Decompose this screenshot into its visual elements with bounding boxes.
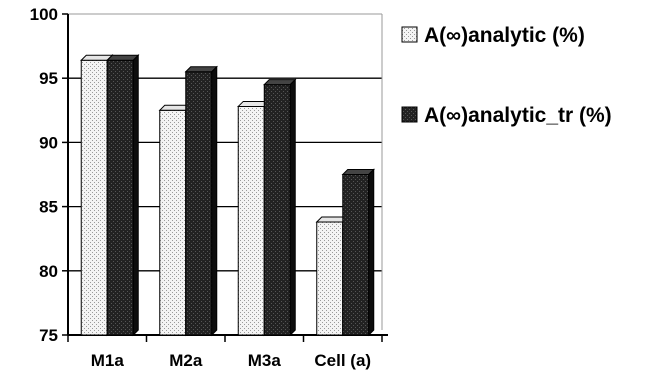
- bar-front: [263, 84, 291, 336]
- bar: [341, 168, 375, 337]
- bar-front: [159, 109, 187, 336]
- legend-label: A(∞)analytic_tr (%): [424, 104, 612, 127]
- bar-front: [106, 59, 134, 336]
- legend-swatch: [401, 26, 418, 43]
- bar: [263, 78, 297, 337]
- legend-item: A(∞)analytic_tr (%): [401, 104, 612, 127]
- legend: A(∞)analytic (%) A(∞)analytic_tr (%): [401, 24, 612, 127]
- x-tick-label: M2a: [169, 351, 203, 370]
- legend-label: A(∞)analytic (%): [424, 24, 585, 47]
- bars: [80, 54, 375, 337]
- bar: [184, 65, 218, 337]
- bar-front: [342, 174, 370, 336]
- bar-side: [211, 65, 218, 337]
- legend-item: A(∞)analytic (%): [401, 24, 585, 47]
- tick-labels: 75 80 85 90 95 100 M1a M2a M3a Cell (a): [30, 5, 371, 370]
- y-tick-label: 90: [39, 133, 58, 152]
- x-tick-label: M1a: [91, 351, 125, 370]
- bar-side: [368, 168, 375, 337]
- bar-front: [316, 221, 344, 336]
- y-tick-label: 85: [39, 198, 58, 217]
- y-tick-label: 80: [39, 262, 58, 281]
- legend-swatch: [401, 106, 418, 123]
- bar: [106, 54, 140, 337]
- bar-side: [289, 78, 296, 337]
- bar-front: [237, 105, 265, 336]
- y-tick-label: 100: [30, 5, 58, 24]
- bar-front: [185, 71, 213, 336]
- bar-side: [132, 54, 139, 337]
- x-tick-label: M3a: [248, 351, 282, 370]
- x-tick-label: Cell (a): [314, 351, 371, 370]
- y-tick-label: 75: [39, 326, 58, 345]
- y-tick-label: 95: [39, 69, 58, 88]
- bar-front: [80, 59, 108, 336]
